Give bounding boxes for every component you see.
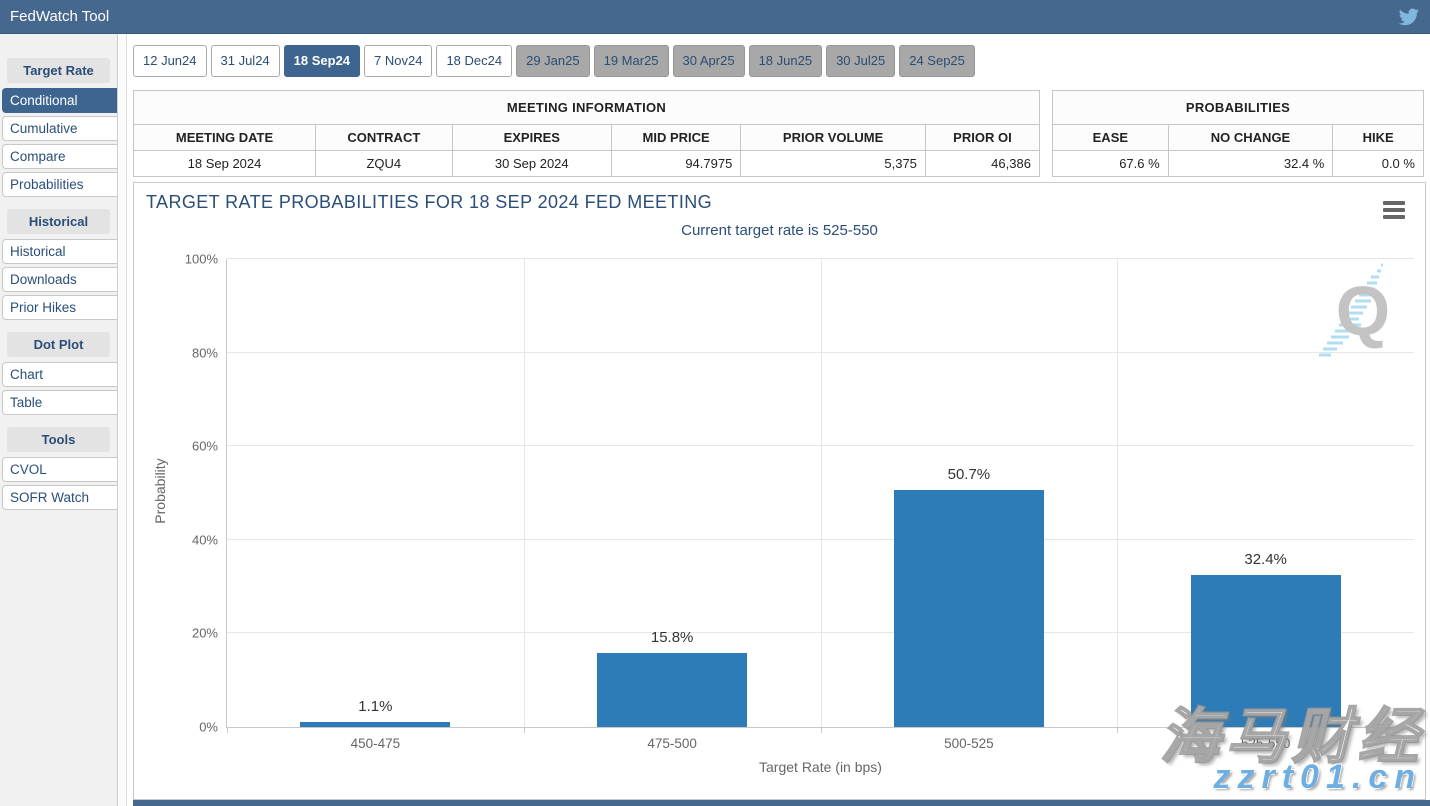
- cell-expires: 30 Sep 2024: [452, 151, 611, 176]
- cell-no-change: 32.4 %: [1168, 151, 1333, 176]
- bar-500-525: [894, 490, 1044, 727]
- sidebar-divider: [119, 34, 127, 806]
- tab-bar: 12 Jun2431 Jul2418 Sep247 Nov2418 Dec242…: [133, 45, 1430, 79]
- bar-475-500: [597, 653, 747, 727]
- sidebar-item-conditional[interactable]: Conditional: [2, 88, 117, 113]
- tab-31-jul24[interactable]: 31 Jul24: [211, 45, 280, 77]
- x-axis-title: Target Rate (in bps): [227, 759, 1414, 775]
- chart-subtitle: Current target rate is 525-550: [134, 222, 1425, 239]
- data-label: 15.8%: [651, 629, 694, 646]
- probabilities-title: PROBABILITIES: [1053, 91, 1423, 125]
- bar-slot: 1.1%: [227, 259, 524, 727]
- plot-area: Target Rate (in bps) 0%20%40%60%80%100%1…: [226, 259, 1414, 728]
- data-label: 1.1%: [358, 698, 392, 715]
- meeting-info-header-row: MEETING DATECONTRACTEXPIRESMID PRICEPRIO…: [134, 125, 1039, 151]
- x-axis-tick: [1117, 727, 1118, 733]
- quikstrike-logo-watermark: Q: [1315, 261, 1407, 361]
- sidebar-item-probabilities[interactable]: Probabilities: [2, 172, 117, 197]
- q-letter: Q: [1336, 272, 1390, 350]
- cell-ease: 67.6 %: [1053, 151, 1168, 176]
- x-axis-category-label: 475-500: [524, 736, 821, 751]
- chart-title: TARGET RATE PROBABILITIES FOR 18 SEP 202…: [146, 192, 712, 213]
- hamburger-menu-icon[interactable]: [1383, 201, 1405, 222]
- tab-30-apr25[interactable]: 30 Apr25: [673, 45, 745, 77]
- column-header-expires: EXPIRES: [452, 125, 611, 150]
- cell-prior-volume: 5,375: [740, 151, 925, 176]
- column-header-hike: HIKE: [1332, 125, 1423, 150]
- x-axis-tick: [524, 727, 525, 733]
- app-header: FedWatch Tool: [0, 0, 1430, 34]
- x-axis-category-label: 525-550: [1117, 736, 1414, 751]
- sidebar-item-downloads[interactable]: Downloads: [2, 267, 117, 292]
- x-axis-category-label: 500-525: [821, 736, 1118, 751]
- cell-contract: ZQU4: [315, 151, 452, 176]
- y-axis-tick-label: 100%: [185, 252, 218, 267]
- cell-prior-oi: 46,386: [925, 151, 1039, 176]
- y-axis-tick-label: 20%: [192, 626, 218, 641]
- sidebar-item-historical[interactable]: Historical: [2, 239, 117, 264]
- column-header-meeting-date: MEETING DATE: [134, 125, 315, 150]
- y-axis-tick-label: 80%: [192, 345, 218, 360]
- sidebar-item-cumulative[interactable]: Cumulative: [2, 116, 117, 141]
- sidebar-item-cvol[interactable]: CVOL: [2, 457, 117, 482]
- sidebar: Target Rate Conditional Cumulative Compare P…: [0, 34, 118, 806]
- y-axis-tick-label: 40%: [192, 532, 218, 547]
- chart-panel: TARGET RATE PROBABILITIES FOR 18 SEP 202…: [133, 182, 1426, 800]
- tab-18-jun25[interactable]: 18 Jun25: [749, 45, 823, 77]
- bar-525-550: [1191, 575, 1341, 727]
- cell-mid-price: 94.7975: [611, 151, 740, 176]
- tab-7-nov24[interactable]: 7 Nov24: [364, 45, 432, 77]
- column-header-mid-price: MID PRICE: [611, 125, 740, 150]
- sidebar-item-table[interactable]: Table: [2, 390, 117, 415]
- y-axis-tick-label: 0%: [199, 720, 218, 735]
- x-axis-tick: [821, 727, 822, 733]
- sidebar-section-target-rate: Target Rate: [7, 58, 110, 83]
- cell-hike: 0.0 %: [1332, 151, 1423, 176]
- sidebar-item-sofr-watch[interactable]: SOFR Watch: [2, 485, 117, 510]
- tab-18-sep24[interactable]: 18 Sep24: [284, 45, 360, 77]
- tab-18-dec24[interactable]: 18 Dec24: [436, 45, 512, 77]
- tab-19-mar25[interactable]: 19 Mar25: [594, 45, 669, 77]
- data-label: 32.4%: [1244, 551, 1287, 568]
- sidebar-item-chart[interactable]: Chart: [2, 362, 117, 387]
- x-axis-tick: [227, 727, 228, 733]
- column-header-contract: CONTRACT: [315, 125, 452, 150]
- sidebar-section-tools: Tools: [7, 427, 110, 452]
- tab-12-jun24[interactable]: 12 Jun24: [133, 45, 207, 77]
- column-header-prior-volume: PRIOR VOLUME: [740, 125, 925, 150]
- column-header-no-change: NO CHANGE: [1168, 125, 1333, 150]
- sidebar-item-compare[interactable]: Compare: [2, 144, 117, 169]
- tab-24-sep25[interactable]: 24 Sep25: [899, 45, 975, 77]
- bar-slot: 15.8%: [524, 259, 821, 727]
- sidebar-section-dot-plot: Dot Plot: [7, 332, 110, 357]
- meeting-info-title: MEETING INFORMATION: [134, 91, 1039, 125]
- twitter-icon[interactable]: [1398, 6, 1420, 28]
- sidebar-section-historical: Historical: [7, 209, 110, 234]
- column-header-prior-oi: PRIOR OI: [925, 125, 1039, 150]
- y-axis-title: Probability: [152, 431, 168, 551]
- meeting-info-table: MEETING INFORMATION MEETING DATECONTRACT…: [133, 90, 1040, 177]
- column-header-ease: EASE: [1053, 125, 1168, 150]
- footer-bar: [133, 800, 1430, 806]
- bar-450-475: [300, 722, 450, 727]
- app-title: FedWatch Tool: [10, 8, 109, 25]
- x-axis-category-label: 450-475: [227, 736, 524, 751]
- sidebar-item-prior-hikes[interactable]: Prior Hikes: [2, 295, 117, 320]
- probabilities-value-row: 67.6 %32.4 %0.0 %: [1053, 151, 1423, 176]
- tab-30-jul25[interactable]: 30 Jul25: [826, 45, 895, 77]
- bar-slot: 50.7%: [821, 259, 1118, 727]
- x-axis-tick: [1414, 727, 1415, 733]
- probabilities-header-row: EASENO CHANGEHIKE: [1053, 125, 1423, 151]
- tab-29-jan25[interactable]: 29 Jan25: [516, 45, 590, 77]
- y-axis-tick-label: 60%: [192, 439, 218, 454]
- probabilities-table: PROBABILITIES EASENO CHANGEHIKE 67.6 %32…: [1052, 90, 1424, 177]
- cell-meeting-date: 18 Sep 2024: [134, 151, 315, 176]
- data-label: 50.7%: [948, 466, 991, 483]
- meeting-info-value-row: 18 Sep 2024ZQU430 Sep 202494.79755,37546…: [134, 151, 1039, 176]
